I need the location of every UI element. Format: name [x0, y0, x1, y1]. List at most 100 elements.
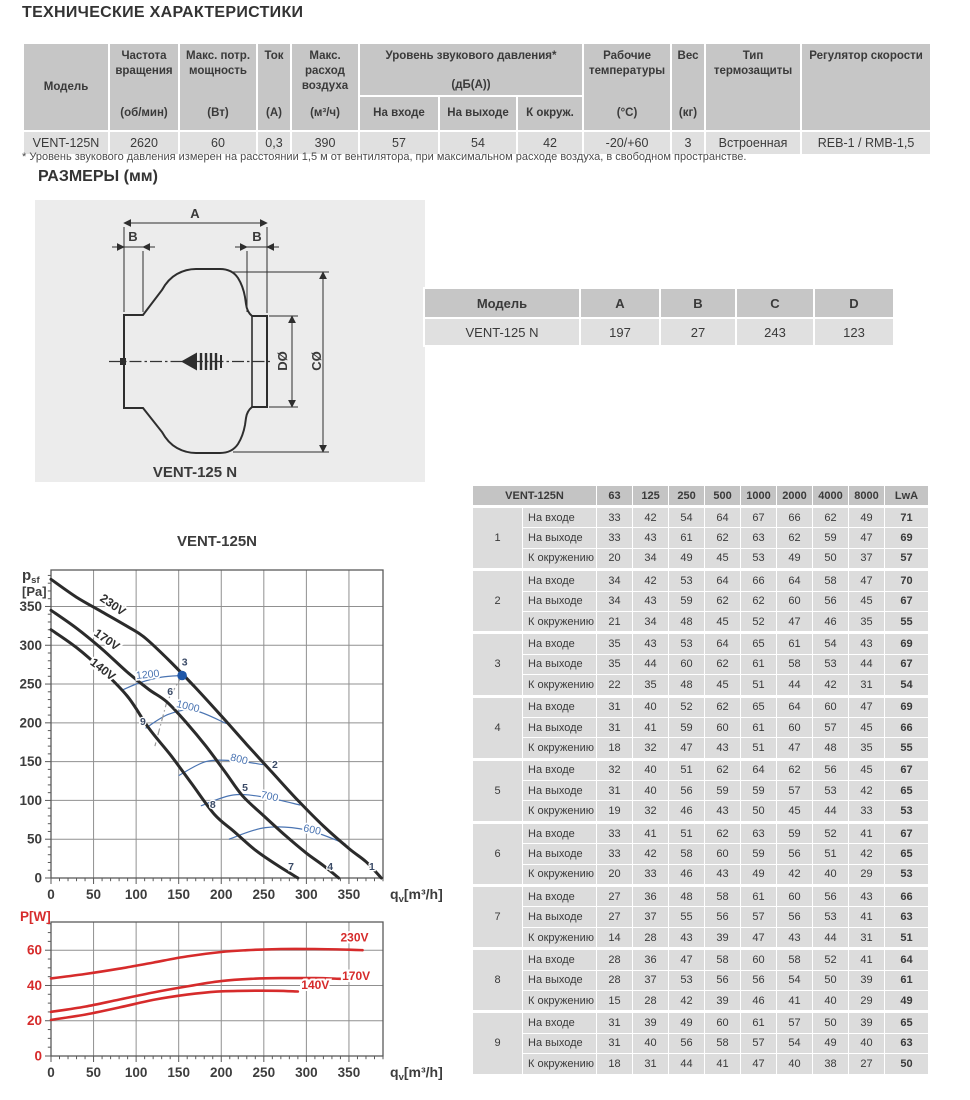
acoustic-cell: 45 — [848, 716, 886, 739]
acoustic-header-freq: 500 — [704, 485, 742, 507]
acoustic-cell: 62 — [704, 694, 742, 718]
acoustic-cell: 42 — [848, 780, 886, 802]
spec-cell: 42 — [515, 130, 585, 156]
acoustic-cell: 31 — [632, 1053, 670, 1075]
x-tick-label: 350 — [338, 1065, 361, 1080]
x-tick-label: 0 — [47, 1065, 55, 1080]
acoustic-row-label: На входе — [521, 1010, 598, 1034]
spec-header-col: Макс. расход воздуха (м³/ч) — [290, 42, 360, 132]
acoustic-row: 6 На входе 33 41 51 62 63 59 52 41 67 — [472, 820, 930, 887]
acoustic-group-id: 3 — [472, 631, 523, 697]
acoustic-cell: 53 — [884, 800, 930, 823]
acoustic-row: К окружению 18 32 47 43 51 47 48 35 55 — [473, 737, 930, 760]
y-axis-label: P[W] — [20, 910, 51, 924]
spec-header-col: Рабочие температуры (°С) — [582, 42, 673, 132]
acoustic-cell: 62 — [812, 504, 850, 529]
acoustic-cell: 15 — [596, 989, 634, 1013]
spec-header-unit: (об/мин) — [120, 107, 168, 120]
acoustic-header-freq: 8000 — [848, 485, 886, 507]
spec-header-sub: К окруж. — [515, 95, 585, 132]
acoustic-cell: 45 — [704, 547, 742, 571]
acoustic-cell: 49 — [884, 989, 930, 1013]
acoustic-cell: 58 — [704, 1032, 742, 1055]
acoustic-row-label: К окружению — [521, 737, 598, 760]
acoustic-row-label: На выходе — [521, 969, 598, 991]
dimension-drawing: A B B DØ CØ VENT-125 N — [109, 206, 329, 481]
x-tick-label: 250 — [253, 887, 276, 902]
acoustic-cell: 56 — [740, 969, 778, 991]
acoustic-cell: 60 — [668, 653, 706, 676]
y-tick-label: 200 — [19, 715, 42, 730]
x-tick-label: 250 — [253, 1065, 276, 1080]
spec-table: Модель Частота вращения (об/мин) Макс. потр… — [22, 41, 933, 156]
acoustic-group-id: 8 — [472, 947, 523, 1013]
acoustic-cell: 22 — [596, 674, 634, 697]
acoustic-cell: 47 — [848, 694, 886, 718]
dim-cell: VENT-125 N — [423, 317, 581, 347]
dim-header-cell: B — [659, 287, 737, 319]
acoustic-cell: 43 — [848, 884, 886, 908]
dim-label-d: DØ — [275, 351, 290, 371]
acoustic-group-id: 2 — [472, 568, 523, 634]
acoustic-cell: 51 — [740, 674, 778, 697]
acoustic-cell: 66 — [776, 504, 814, 529]
x-tick-label: 0 — [47, 887, 55, 902]
acoustic-cell: 34 — [596, 568, 634, 592]
acoustic-cell: 54 — [668, 504, 706, 529]
acoustic-cell: 61 — [884, 969, 930, 991]
spec-header-unit: (°С) — [616, 107, 638, 120]
acoustic-cell: 61 — [740, 1010, 778, 1034]
x-tick-label: 200 — [210, 1065, 233, 1080]
acoustic-cell: 34 — [596, 590, 634, 612]
acoustic-cell: 62 — [704, 757, 742, 782]
spec-header-title: Макс. расход воздуха — [301, 50, 349, 92]
acoustic-cell: 49 — [668, 547, 706, 571]
acoustic-row: 2 На входе 34 42 53 64 66 64 58 47 70 — [472, 568, 930, 634]
acoustic-cell: 46 — [812, 610, 850, 634]
acoustic-cell: 34 — [632, 610, 670, 634]
acoustic-cell: 41 — [632, 820, 670, 845]
series-label-170V: 170V — [342, 969, 370, 983]
chart-grid — [51, 570, 383, 878]
acoustic-cell: 41 — [848, 906, 886, 928]
acoustic-row: К окружению 15 28 42 39 46 41 40 29 49 — [473, 989, 930, 1013]
acoustic-row: На выходе 33 42 58 60 59 56 51 42 65 — [473, 843, 930, 865]
acoustic-row: 1 На входе 33 42 54 64 67 66 62 49 71 — [472, 504, 930, 571]
acoustic-cell: 71 — [884, 504, 930, 529]
dim-header-cell: A — [579, 287, 661, 319]
dim-cell: 27 — [659, 317, 737, 347]
acoustic-row-label: На входе — [521, 631, 598, 655]
acoustic-cell: 43 — [632, 631, 670, 655]
y-tick-label: 60 — [27, 943, 42, 958]
point-label: 7 — [288, 861, 294, 873]
acoustic-table-wrap: VENT-125N 63 125 250 500 1000 2000 4000 8000 LwA 1… — [471, 485, 930, 1075]
acoustic-cell: 59 — [740, 780, 778, 802]
acoustic-cell: 32 — [632, 800, 670, 823]
series-curve-230V — [49, 577, 383, 880]
spec-cell: 390 — [290, 130, 360, 156]
acoustic-cell: 31 — [596, 716, 634, 739]
acoustic-cell: 62 — [740, 590, 778, 612]
acoustic-cell: 49 — [668, 1010, 706, 1034]
acoustic-cell: 52 — [812, 947, 850, 971]
acoustic-row: К окружению 20 33 46 43 49 42 40 29 53 — [473, 863, 930, 887]
spec-header-unit: (кг) — [678, 107, 698, 120]
acoustic-row-label: К окружению — [521, 989, 598, 1013]
acoustic-cell: 43 — [632, 527, 670, 549]
acoustic-row: 9 На входе 31 39 49 60 61 57 50 39 65 — [472, 1010, 930, 1075]
acoustic-cell: 28 — [632, 926, 670, 950]
acoustic-row-label: На входе — [521, 947, 598, 971]
acoustic-cell: 40 — [776, 1053, 814, 1075]
acoustic-cell: 54 — [812, 631, 850, 655]
acoustic-cell: 31 — [848, 926, 886, 950]
acoustic-cell: 69 — [884, 631, 930, 655]
acoustic-cell: 62 — [704, 590, 742, 612]
acoustic-cell: 29 — [848, 863, 886, 887]
rpm-label: 600 — [302, 822, 322, 837]
acoustic-cell: 37 — [632, 969, 670, 991]
acoustic-row-label: К окружению — [521, 547, 598, 571]
rpm-curve — [121, 674, 183, 691]
dim-label-c: CØ — [309, 351, 324, 371]
spec-header-col: Частота вращения (об/мин) — [108, 42, 180, 132]
spec-cell: REB-1 / RMB-1,5 — [800, 130, 933, 156]
